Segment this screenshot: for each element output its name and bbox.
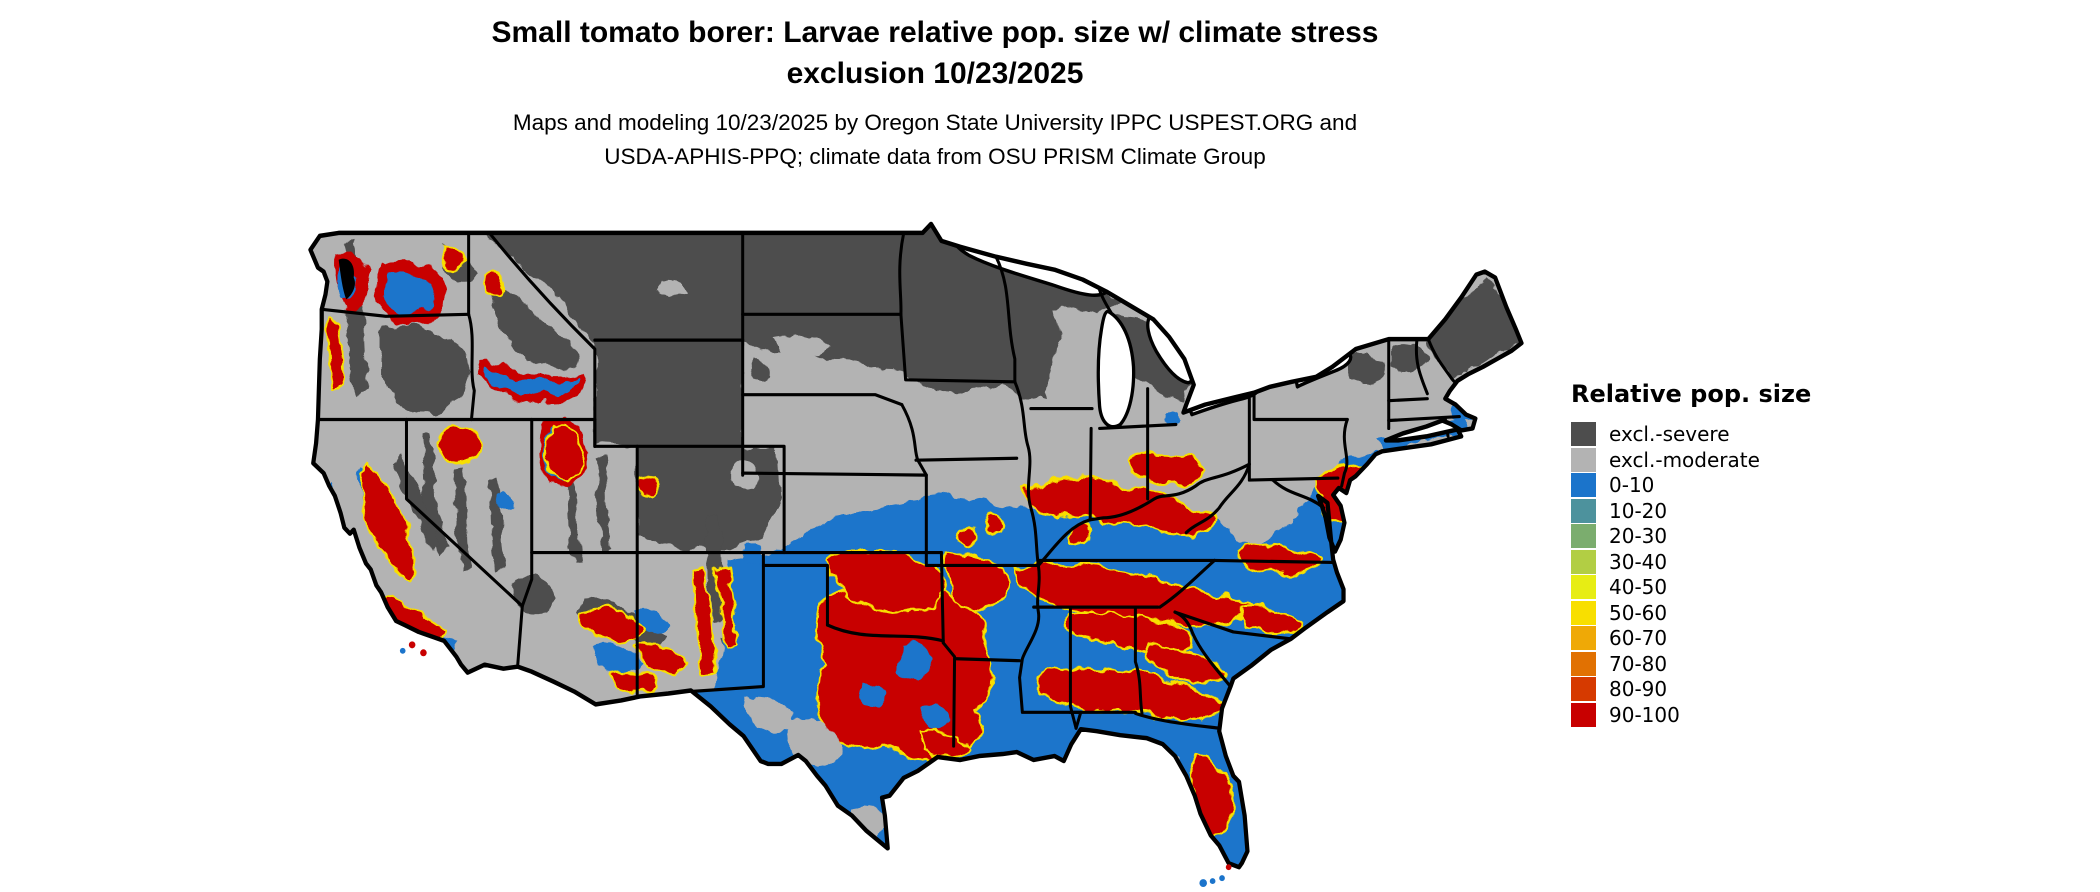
subtitle: Maps and modeling 10/23/2025 by Oregon S… xyxy=(0,106,1870,174)
legend-label: 90-100 xyxy=(1609,702,1680,727)
legend-swatch xyxy=(1571,677,1596,701)
legend-label: 80-90 xyxy=(1609,677,1668,701)
legend-swatch xyxy=(1571,473,1596,497)
legend-item: 70-80 xyxy=(1571,651,1811,676)
legend-item: 50-60 xyxy=(1571,600,1811,625)
legend-swatch xyxy=(1571,524,1596,548)
subtitle-line2: USDA-APHIS-PPQ; climate data from OSU PR… xyxy=(604,144,1266,169)
legend-swatch xyxy=(1571,600,1596,625)
legend-item: 90-100 xyxy=(1571,702,1811,727)
subtitle-line1: Maps and modeling 10/23/2025 by Oregon S… xyxy=(512,110,1358,135)
us-outline xyxy=(308,221,1524,870)
legend-swatch xyxy=(1571,447,1596,472)
legend-label: excl.-severe xyxy=(1609,422,1730,446)
legend-item: 10-20 xyxy=(1571,498,1811,523)
legend-swatch xyxy=(1571,549,1596,574)
layer-excl-moderate-patches xyxy=(656,278,1511,494)
legend-item: 20-30 xyxy=(1571,524,1811,548)
legend-label: excl.-moderate xyxy=(1609,447,1760,472)
legend-swatch xyxy=(1571,651,1596,676)
us-map xyxy=(308,221,1524,888)
legend-label: 20-30 xyxy=(1609,524,1668,548)
legend-swatch xyxy=(1571,575,1596,599)
islands-and-keys xyxy=(399,641,1232,888)
legend-label: 60-70 xyxy=(1609,626,1668,650)
puget-sound-inlets xyxy=(338,258,355,300)
legend-label: 40-50 xyxy=(1609,575,1668,599)
legend-item: 0-10 xyxy=(1571,473,1811,497)
legend: Relative pop. size excl.-severe excl.-mod… xyxy=(1571,380,1811,728)
legend-item: 60-70 xyxy=(1571,626,1811,650)
legend-swatch xyxy=(1571,498,1596,523)
layer-overlay-pockets xyxy=(743,643,948,841)
legend-item: excl.-moderate xyxy=(1571,447,1811,472)
legend-swatch xyxy=(1571,422,1596,446)
lake-michigan xyxy=(1096,309,1136,429)
legend-swatch xyxy=(1571,626,1596,650)
legend-item: 40-50 xyxy=(1571,575,1811,599)
legend-title: Relative pop. size xyxy=(1571,380,1812,408)
page-title-line1: Small tomato borer: Larvae relative pop.… xyxy=(491,16,1379,49)
header: Small tomato borer: Larvae relative pop.… xyxy=(0,12,1870,174)
legend-label: 50-60 xyxy=(1609,600,1668,625)
map-container xyxy=(301,220,1546,892)
legend-swatch xyxy=(1571,702,1596,727)
state-borders xyxy=(316,231,1480,748)
legend-item: 30-40 xyxy=(1571,549,1811,574)
page-title-line2: exclusion 10/23/2025 xyxy=(786,57,1084,90)
legend-label: 10-20 xyxy=(1609,498,1668,523)
legend-label: 30-40 xyxy=(1609,549,1668,574)
legend-items: excl.-severe excl.-moderate 0-10 10-20 20-30… xyxy=(1571,422,1811,727)
legend-label: 70-80 xyxy=(1609,651,1668,676)
legend-item: 80-90 xyxy=(1571,677,1811,701)
legend-item: excl.-severe xyxy=(1571,422,1811,446)
legend-label: 0-10 xyxy=(1609,473,1655,497)
